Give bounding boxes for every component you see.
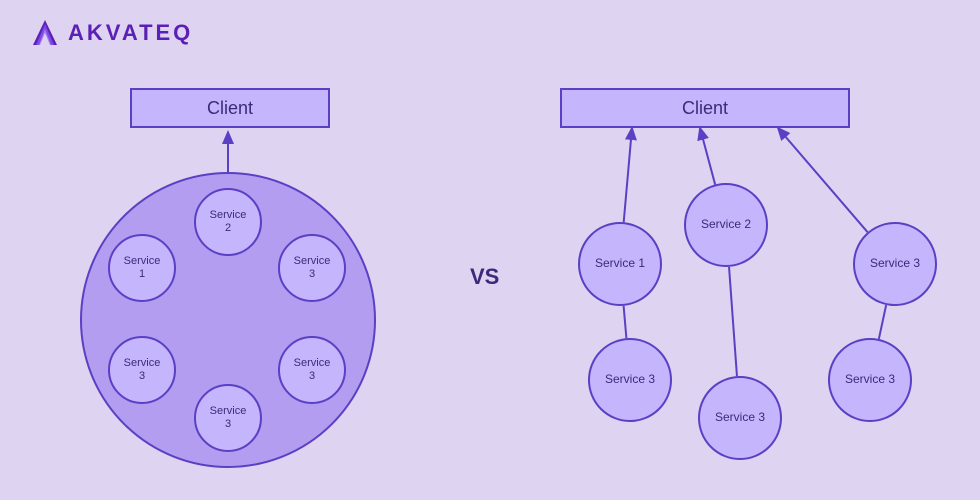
left-service-4: Service 3 xyxy=(108,336,176,404)
right-service-1: Service 2 xyxy=(684,183,768,267)
diagram-canvas: AKVATEQ ClientService 2Service 3Service … xyxy=(0,0,980,500)
brand-name: AKVATEQ xyxy=(68,20,193,46)
left-client-box: Client xyxy=(130,88,330,128)
right-service-2: Service 3 xyxy=(853,222,937,306)
brand-logo-icon xyxy=(30,18,60,48)
left-service-3: Service 3 xyxy=(194,384,262,452)
left-service-2: Service 3 xyxy=(278,336,346,404)
left-service-5: Service 1 xyxy=(108,234,176,302)
right-client-box: Client xyxy=(560,88,850,128)
right-service-0: Service 1 xyxy=(578,222,662,306)
right-service-5: Service 3 xyxy=(828,338,912,422)
left-service-0: Service 2 xyxy=(194,188,262,256)
brand-logo: AKVATEQ xyxy=(30,18,193,48)
vs-label: VS xyxy=(470,264,499,290)
left-service-1: Service 3 xyxy=(278,234,346,302)
right-service-3: Service 3 xyxy=(588,338,672,422)
right-service-4: Service 3 xyxy=(698,376,782,460)
